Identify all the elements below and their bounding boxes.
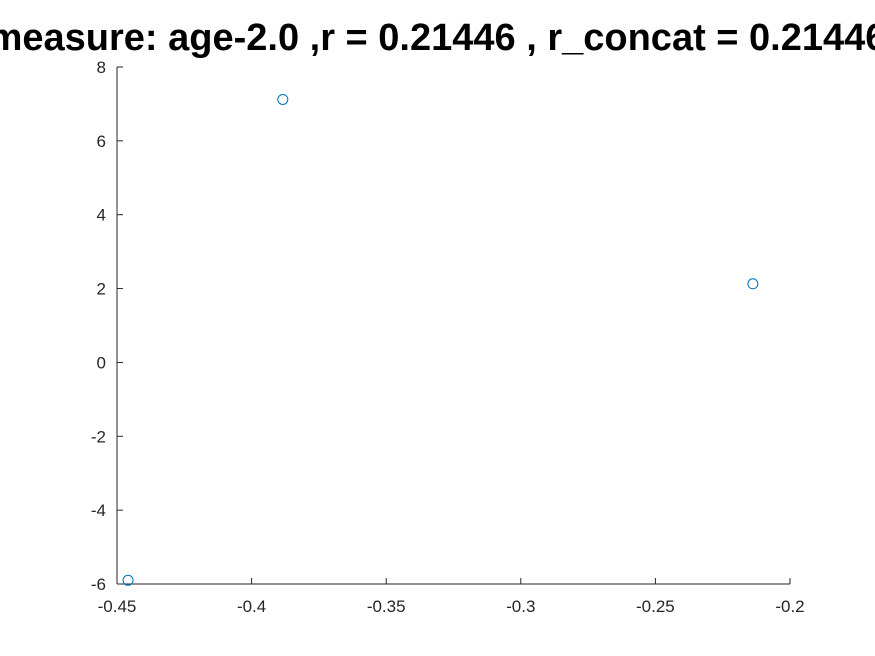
plot-area: -6 -4 -2 0 2 4 6 8 -0.45 -0.4 -0.35 -0.3 -0.25 -0.2 — [91, 58, 805, 616]
y-tick-label: 6 — [97, 132, 106, 151]
y-axis-ticks: -6 -4 -2 0 2 4 6 8 — [91, 58, 123, 594]
x-tick-label: -0.4 — [237, 597, 266, 616]
y-tick-label: -4 — [91, 501, 106, 520]
x-axis-ticks: -0.45 -0.4 -0.35 -0.3 -0.25 -0.2 — [98, 578, 805, 616]
data-point — [122, 574, 134, 586]
y-tick-label: 2 — [97, 280, 106, 299]
data-point — [747, 278, 759, 290]
chart-title: measure: age-2.0 ,r = 0.21446 , r_concat… — [0, 17, 875, 59]
x-tick-label: -0.2 — [775, 597, 804, 616]
x-tick-label: -0.25 — [636, 597, 675, 616]
y-tick-label: 8 — [97, 58, 106, 77]
data-points — [122, 93, 759, 586]
y-tick-label: -2 — [91, 427, 106, 446]
x-tick-label: -0.45 — [98, 597, 137, 616]
data-point — [277, 93, 289, 105]
y-tick-label: -6 — [91, 575, 106, 594]
x-tick-label: -0.3 — [506, 597, 535, 616]
y-tick-label: 4 — [97, 206, 106, 225]
y-tick-label: 0 — [97, 353, 106, 372]
x-tick-label: -0.35 — [367, 597, 406, 616]
